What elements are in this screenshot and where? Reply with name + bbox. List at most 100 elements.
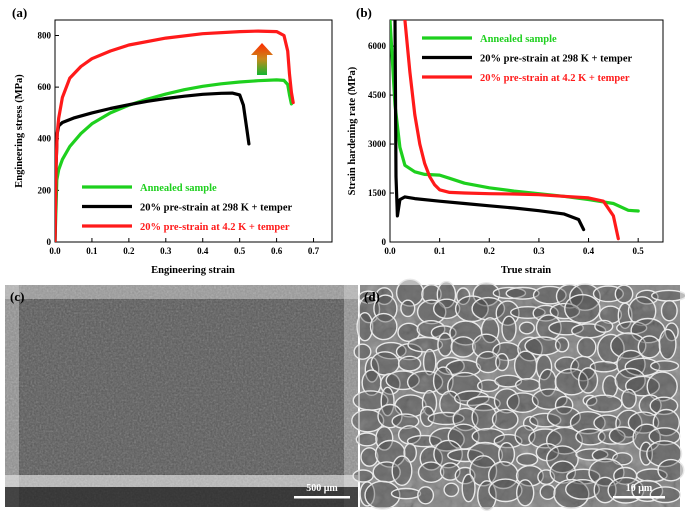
dimple-cell [598, 305, 623, 325]
dimple-cell [625, 375, 661, 397]
dimple-cell [469, 455, 498, 487]
dimple-cell [548, 320, 584, 336]
dimple-cell [397, 355, 422, 372]
dimple-cell [646, 371, 678, 402]
x-tick-label: 0.5 [633, 246, 645, 256]
dimple-cell [472, 282, 501, 307]
dimple-cell [549, 460, 577, 484]
y-tick-label: 0 [382, 237, 387, 247]
x-tick-label: 0.5 [234, 246, 246, 256]
y-tick-label: 0 [47, 237, 52, 247]
dimple-cell [433, 298, 461, 320]
dimple-cell [649, 360, 680, 372]
dimple-cell [416, 299, 447, 325]
dimple-cell [494, 374, 523, 388]
dimple-cell [391, 413, 420, 430]
dimple-cell [575, 428, 606, 446]
dimple-cell [528, 428, 563, 449]
x-tick-label: 0.3 [160, 246, 172, 256]
dimple-cell [593, 414, 621, 432]
dimple-cell [395, 278, 425, 307]
y-tick-label: 6000 [368, 41, 387, 51]
scale-bar-label-c: 500 μm [306, 483, 338, 494]
y-tick-label: 200 [38, 185, 52, 195]
sem-image-dimples: (d) 10 μm [351, 278, 685, 512]
dimple-cell [491, 408, 519, 431]
dimple-cell [397, 322, 421, 342]
dimple-cell [565, 478, 601, 500]
dimple-cell [406, 434, 442, 448]
series-line-2 [55, 29, 295, 242]
x-tick-label: 0.0 [384, 246, 396, 256]
dimple-cell [390, 487, 422, 500]
legend-label-1: 20% pre-strain at 298 K + temper [140, 203, 293, 214]
dimple-cell [627, 411, 660, 434]
x-tick-label: 0.7 [308, 246, 320, 256]
dimple-cell [539, 484, 557, 501]
dimple-cell [569, 283, 601, 311]
dimple-cell [436, 280, 457, 309]
y-tick-label: 800 [38, 30, 52, 40]
x-tick-label: 0.1 [86, 246, 98, 256]
x-tick-label: 0.2 [123, 246, 135, 256]
x-tick-label: 0.6 [271, 246, 283, 256]
dimple-cell [391, 455, 413, 487]
legend-label-2: 20% pre-strain at 4.2 K + temper [140, 222, 290, 233]
dimple-cell [506, 392, 539, 413]
legend-label-0: Annealed sample [140, 183, 217, 194]
x-tick-label: 0.1 [434, 246, 446, 256]
plot-frame-b [389, 19, 664, 243]
dimple-cell [356, 312, 374, 342]
dimple-cell [498, 442, 516, 467]
dimple-cell [651, 289, 685, 302]
panel-label-d: (d) [364, 289, 380, 304]
dimple-cell [591, 448, 619, 463]
dimple-cell [437, 332, 453, 357]
y-tick-label: 1500 [368, 188, 387, 198]
dimple-cell [597, 428, 626, 445]
legend-label-1: 20% pre-strain at 298 K + temper [480, 54, 633, 65]
plot-frame-a [54, 19, 333, 243]
x-axis-label-a: Engineering strain [151, 265, 235, 276]
dimple-cell [369, 312, 398, 341]
dimple-cell [422, 348, 437, 376]
scale-bar-c [294, 496, 350, 499]
dimple-cell [355, 432, 378, 447]
series-line-1 [55, 91, 251, 242]
y-axis-label-a: Engineering stress (MPa) [14, 74, 25, 188]
dimple-cell [535, 354, 553, 381]
dimple-cell [637, 335, 662, 359]
y-tick-label: 600 [38, 82, 52, 92]
dimple-cell [657, 458, 685, 482]
dimple-cell [531, 388, 568, 411]
dimple-cell [554, 395, 574, 415]
x-tick-label: 0.0 [49, 246, 61, 256]
dimple-cell [546, 445, 579, 474]
series-line-0 [390, 20, 640, 213]
dimple-cell [353, 343, 372, 360]
dimple-cell [492, 341, 521, 362]
dimple-cell [516, 452, 539, 467]
series-line-1 [393, 20, 586, 232]
x-tick-label: 0.4 [583, 246, 595, 256]
legend-label-2: 20% pre-strain at 4.2 K + temper [480, 73, 630, 84]
dimple-cell [428, 427, 465, 452]
dimple-cell [616, 349, 646, 379]
sem-image-overview: (c) 500 μm [5, 285, 358, 507]
hardening-rate-chart: (b) 0.0 0.1 0.2 0.3 0.4 0.501500300045006000 … [347, 5, 664, 276]
dimple-cell [553, 478, 590, 510]
dimple-cell [471, 427, 506, 445]
dimple-cell [360, 447, 379, 467]
dimple-cell [443, 482, 460, 498]
dimple-cell [621, 388, 637, 409]
dimple-cell [518, 321, 536, 335]
dimple-cell [492, 286, 527, 300]
series-line-2 [403, 20, 620, 241]
dimple-cell [564, 293, 601, 324]
series-line-0 [55, 78, 293, 242]
dimple-cell [377, 403, 403, 429]
x-tick-label: 0.4 [197, 246, 209, 256]
dimple-cell [516, 479, 535, 507]
dimple-cell [476, 480, 497, 512]
